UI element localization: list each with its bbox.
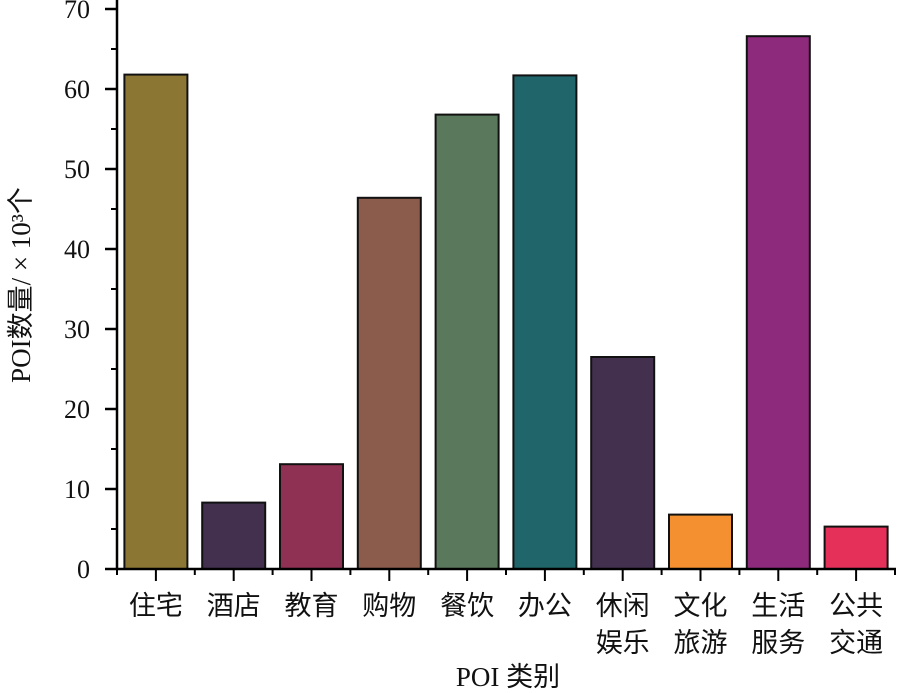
x-category-label: 酒店 — [207, 591, 261, 622]
x-axis-title: POI 类别 — [456, 662, 560, 692]
y-tick-label: 20 — [64, 395, 90, 424]
bar-6 — [512, 74, 578, 571]
x-category-label: 办公 — [518, 591, 572, 622]
y-tick-label: 10 — [64, 475, 90, 504]
y-ticks-group: 0 10 20 30 40 50 60 70 — [64, 0, 117, 584]
x-category-label: 文化 — [674, 591, 728, 622]
x-category-label: 休闲 — [596, 591, 650, 622]
bar-7 — [590, 356, 656, 570]
bar-8 — [668, 513, 733, 570]
x-category-label: 交通 — [829, 628, 883, 659]
x-category-label: 餐饮 — [440, 591, 494, 622]
y-tick-label: 70 — [64, 0, 90, 24]
x-category-label: 教育 — [285, 591, 339, 622]
x-category-label: 公共 — [829, 591, 883, 622]
x-category-label: 旅游 — [674, 628, 728, 659]
x-category-label: 娱乐 — [596, 628, 650, 659]
bars-group — [123, 35, 889, 571]
y-tick-label: 30 — [64, 315, 90, 344]
y-tick-label: 0 — [77, 555, 90, 584]
bar-4 — [356, 196, 422, 571]
x-category-label: 生活 — [751, 591, 805, 622]
bar-3 — [279, 463, 344, 571]
y-tick-label: 40 — [64, 235, 90, 264]
bar-10 — [823, 525, 889, 570]
y-tick-label: 60 — [64, 75, 90, 104]
bar-9 — [745, 35, 811, 570]
y-tick-label: 50 — [64, 155, 90, 184]
x-category-label: 服务 — [751, 628, 805, 659]
bar-5 — [434, 113, 500, 570]
x-category-label: 购物 — [362, 591, 416, 622]
bar-1 — [123, 73, 189, 570]
y-axis-title: POI数量/ × 10³个 — [6, 187, 36, 383]
bar-2 — [201, 501, 267, 571]
x-category-label: 住宅 — [129, 591, 183, 622]
